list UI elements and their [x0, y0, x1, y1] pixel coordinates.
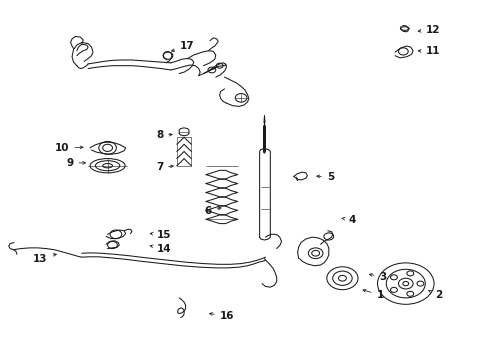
Text: 10: 10	[55, 143, 83, 153]
Text: 8: 8	[156, 130, 172, 140]
Text: 1: 1	[363, 289, 384, 300]
Text: 12: 12	[418, 25, 441, 35]
Text: 15: 15	[150, 230, 172, 240]
Text: 7: 7	[156, 162, 173, 172]
Text: 6: 6	[205, 206, 221, 216]
Text: 13: 13	[33, 253, 56, 264]
Text: 3: 3	[369, 272, 387, 282]
Text: 4: 4	[342, 215, 356, 225]
Text: 11: 11	[418, 46, 441, 57]
Text: 14: 14	[150, 244, 172, 253]
Circle shape	[403, 282, 409, 286]
Text: 9: 9	[66, 158, 85, 168]
Text: 5: 5	[317, 172, 334, 183]
Text: 2: 2	[429, 290, 442, 300]
Text: 16: 16	[210, 311, 234, 321]
Text: 17: 17	[172, 41, 195, 51]
